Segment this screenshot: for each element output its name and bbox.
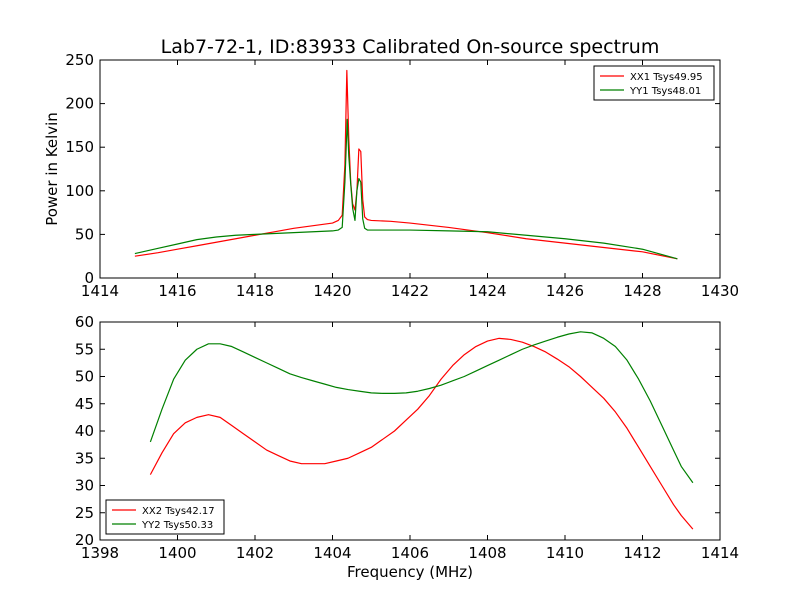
x-tick-label: 1416: [158, 282, 196, 300]
x-tick-label: 1414: [701, 544, 739, 562]
y-tick-label: 50: [75, 368, 94, 386]
series-line-0: [149, 337, 694, 530]
x-tick-label: 1406: [391, 544, 429, 562]
legend-entry-0: XX2 Tsys42.17: [142, 506, 215, 517]
bottom-chart-marks: [149, 331, 694, 530]
top-chart: Lab7-72-1, ID:83933 Calibrated On-source…: [43, 36, 739, 300]
y-tick-label: 250: [65, 51, 94, 69]
y-tick-label: 40: [75, 422, 94, 440]
x-tick-label: 1398: [81, 544, 119, 562]
x-tick-label: 1430: [701, 282, 739, 300]
legend-entry-1: YY1 Tsys48.01: [629, 86, 701, 97]
y-tick-label: 45: [75, 395, 94, 413]
y-tick-label: 30: [75, 477, 94, 495]
series-line-1: [134, 118, 678, 260]
x-tick-label: 1428: [623, 282, 661, 300]
y-tick-label: 0: [84, 269, 94, 287]
legend-box: [593, 65, 715, 101]
x-tick-label: 1400: [158, 544, 196, 562]
y-tick-label: 150: [65, 138, 94, 156]
x-tick-label: 1412: [623, 544, 661, 562]
legend-entry-0: XX1 Tsys49.95: [630, 72, 703, 83]
top-y-axis-label: Power in Kelvin: [43, 112, 61, 226]
x-tick-label: 1420: [313, 282, 351, 300]
x-tick-label: 1402: [236, 544, 274, 562]
y-tick-label: 55: [75, 340, 94, 358]
top-chart-marks: [134, 69, 678, 260]
x-tick-label: 1410: [546, 544, 584, 562]
x-tick-label: 1414: [81, 282, 119, 300]
y-tick-label: 25: [75, 504, 94, 522]
bottom-chart-ticks: 1398 1400 1402 1404 1406 1408 1410 1412 1414 20 25…: [75, 313, 739, 562]
bottom-chart: 1398 1400 1402 1404 1406 1408 1410 1412 1414 20 25…: [75, 313, 739, 581]
y-tick-label: 100: [65, 182, 94, 200]
legend-box: [105, 499, 225, 535]
x-tick-label: 1422: [391, 282, 429, 300]
y-tick-label: 60: [75, 313, 94, 331]
top-legend: XX1 Tsys49.95 YY1 Tsys48.01: [593, 65, 715, 101]
y-tick-label: 35: [75, 449, 94, 467]
x-axis-label: Frequency (MHz): [347, 563, 473, 581]
y-tick-label: 200: [65, 95, 94, 113]
x-tick-label: 1418: [236, 282, 274, 300]
bottom-legend: XX2 Tsys42.17 YY2 Tsys50.33: [105, 499, 225, 535]
top-chart-ticks: 1414 1416 1418 1420 1422 1424 1426 1428 1430 0 50 1…: [65, 51, 739, 300]
series-line-1: [149, 331, 694, 484]
x-tick-label: 1404: [313, 544, 351, 562]
chart-title: Lab7-72-1, ID:83933 Calibrated On-source…: [161, 36, 660, 58]
x-tick-label: 1408: [468, 544, 506, 562]
legend-entry-1: YY2 Tsys50.33: [141, 520, 213, 531]
y-tick-label: 20: [75, 531, 94, 549]
y-tick-label: 50: [75, 225, 94, 243]
x-tick-label: 1424: [468, 282, 506, 300]
x-tick-label: 1426: [546, 282, 584, 300]
